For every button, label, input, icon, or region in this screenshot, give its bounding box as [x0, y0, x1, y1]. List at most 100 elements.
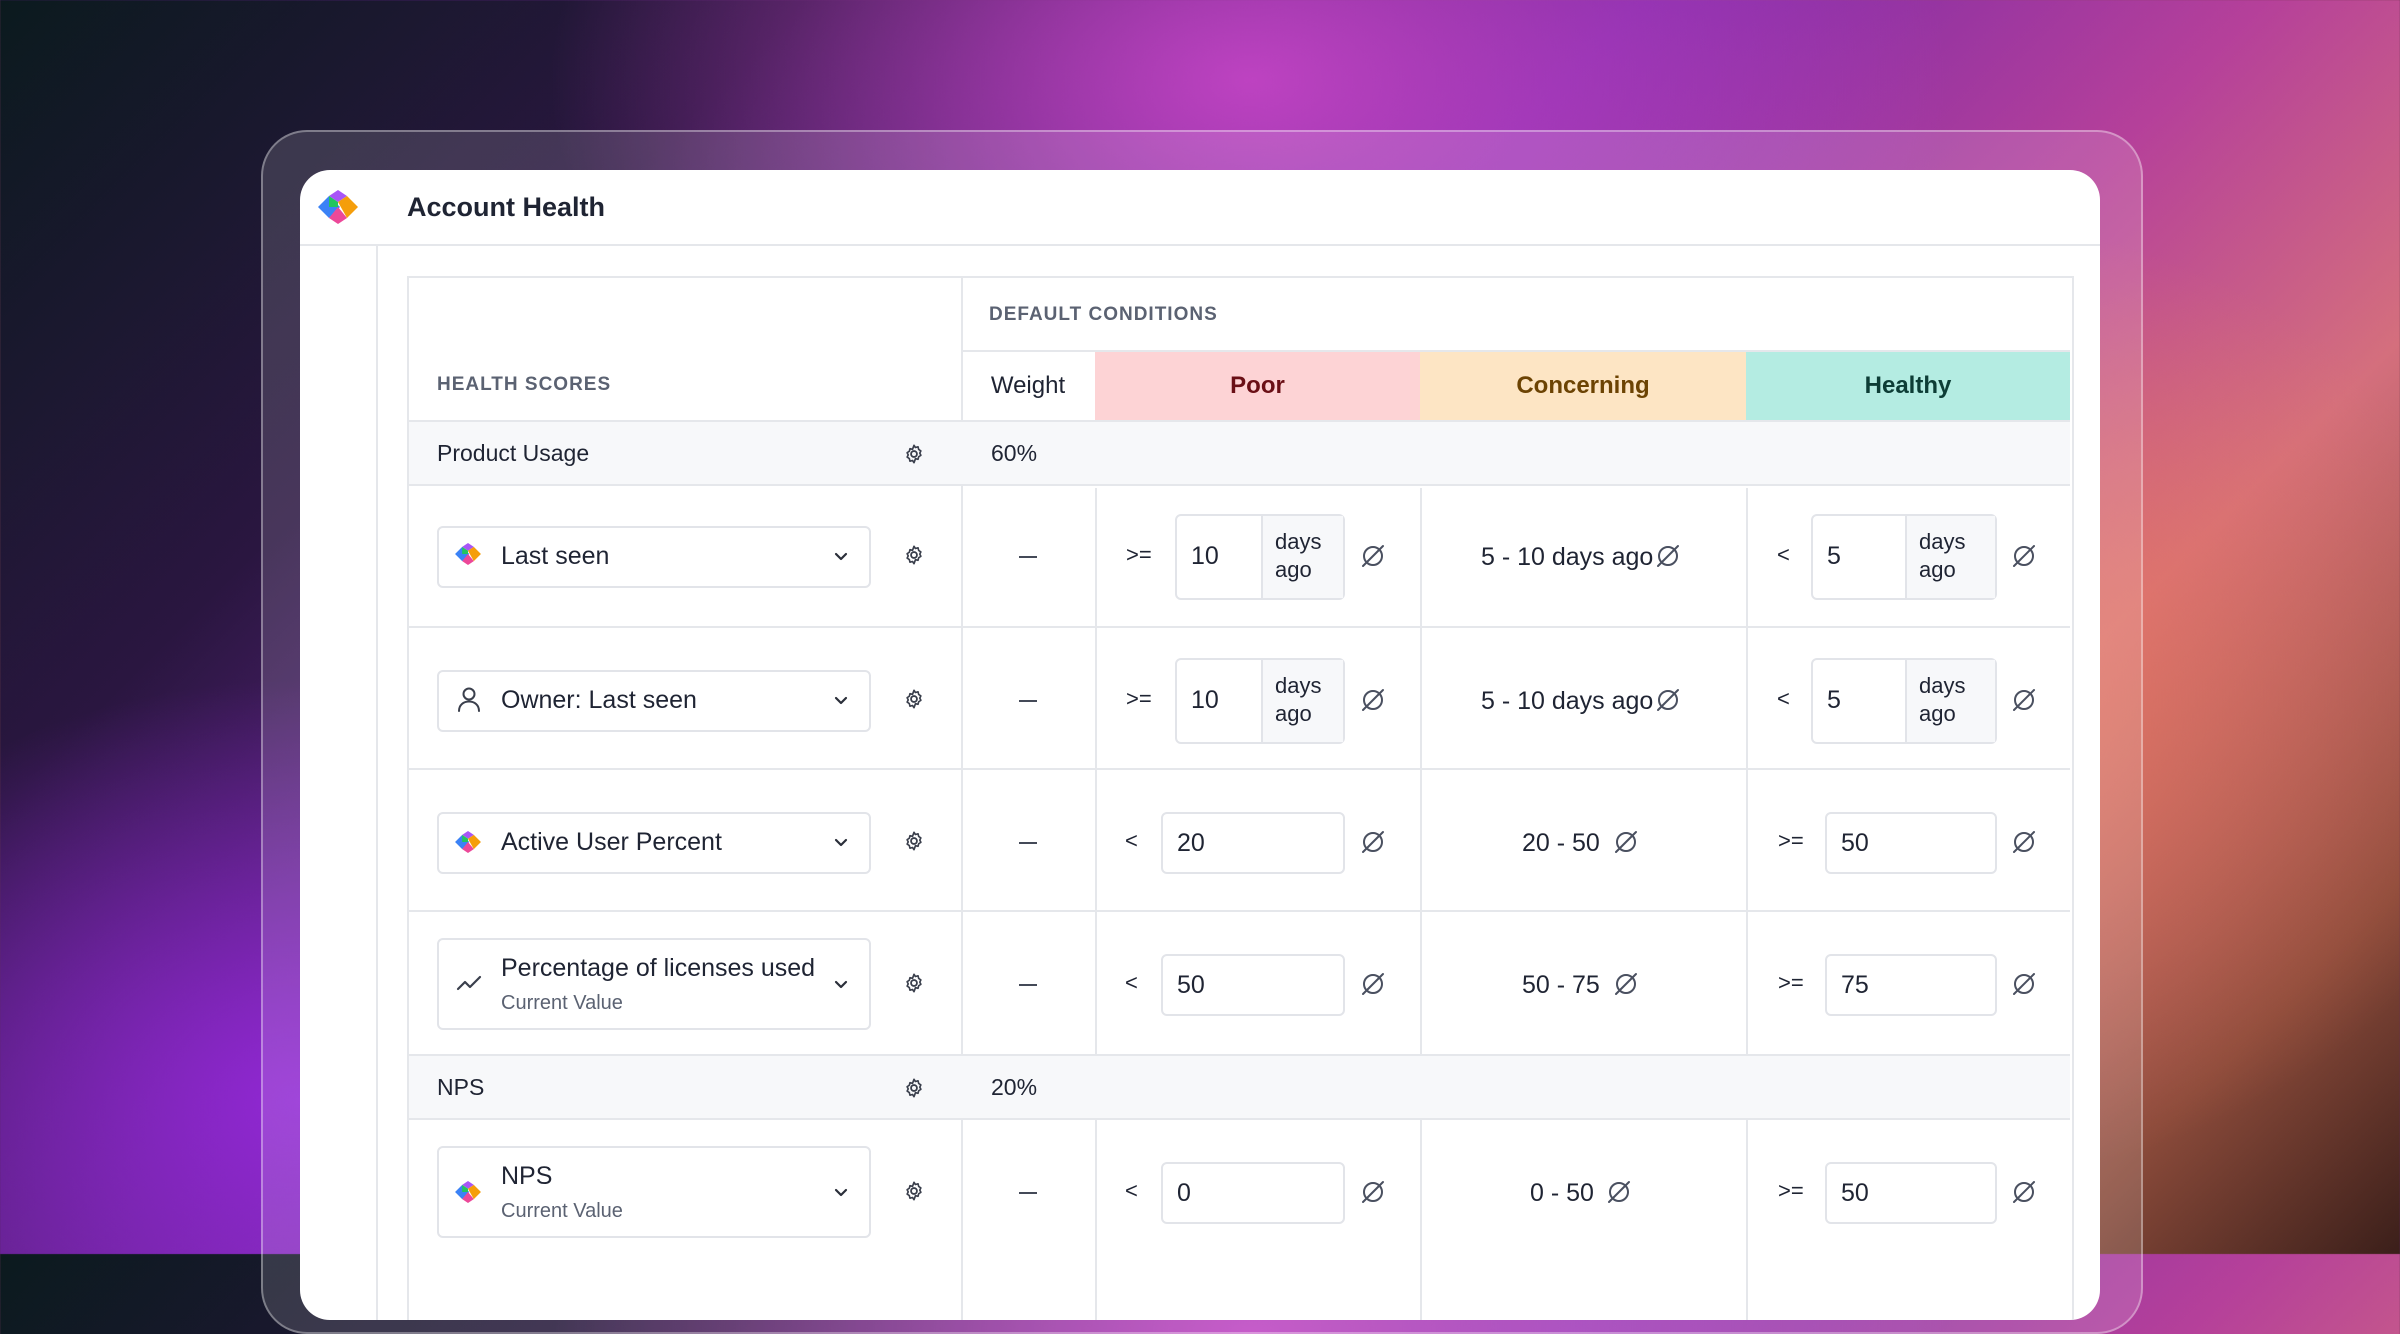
health-scores-header: HEALTH SCORES	[437, 374, 612, 395]
poor-value-input[interactable]: 50	[1161, 954, 1345, 1016]
poor-value-input[interactable]: 20	[1161, 812, 1345, 874]
app-window: Account Health HEALTH SCORES DEFAULT CON…	[300, 170, 2100, 1320]
poor-operator: >=	[1126, 686, 1152, 711]
chevron-down-icon	[833, 1184, 849, 1200]
column-divider	[1420, 488, 1422, 1320]
table-row: Last seen >= 10 days ago 5 - 10 days ago…	[409, 484, 2070, 628]
metric-name: NPS	[501, 1162, 553, 1190]
gear-icon[interactable]	[903, 1077, 925, 1099]
healthy-value-input[interactable]: 50	[1825, 812, 1997, 874]
poor-value: 0	[1177, 1179, 1191, 1207]
healthy-value-input[interactable]: 50	[1825, 1162, 1997, 1224]
weight-empty	[1019, 842, 1037, 844]
header-divider	[961, 350, 2070, 352]
poor-value-input[interactable]: 10 days ago	[1175, 658, 1345, 744]
concerning-column-header: Concerning	[1420, 352, 1746, 420]
top-bar: Account Health	[300, 170, 2100, 246]
metric-subtitle: Current Value	[501, 1200, 623, 1222]
weight-column-header: Weight	[990, 372, 1066, 399]
clear-condition-icon[interactable]	[1605, 1178, 1633, 1206]
concerning-range: 20 - 50	[1522, 829, 1600, 857]
unit-label: days ago	[1905, 516, 1995, 598]
healthy-value: 75	[1841, 971, 1869, 999]
healthy-operator: <	[1777, 542, 1790, 567]
poor-operator: <	[1125, 1178, 1138, 1203]
default-conditions-header: DEFAULT CONDITIONS	[989, 304, 1218, 325]
group-label: NPS	[437, 1074, 485, 1100]
metric-select-percentage-of-licenses-used[interactable]: Percentage of licenses used Current Valu…	[437, 938, 871, 1030]
healthy-value: 5	[1827, 542, 1841, 570]
clear-condition-icon[interactable]	[2010, 542, 2038, 570]
healthy-value: 5	[1827, 686, 1841, 714]
column-divider	[961, 278, 963, 1320]
poor-operator: <	[1125, 828, 1138, 853]
healthy-value-input[interactable]: 5 days ago	[1811, 514, 1997, 600]
chevron-down-icon	[833, 692, 849, 708]
metric-name: Owner: Last seen	[501, 686, 697, 714]
unit-label: days ago	[1261, 516, 1343, 598]
chevron-down-icon	[833, 976, 849, 992]
clear-condition-icon[interactable]	[1359, 1178, 1387, 1206]
table-row: NPS Current Value < 0 0 - 50 >= 50	[409, 1118, 2070, 1270]
healthy-column-header: Healthy	[1746, 352, 2070, 420]
column-divider	[1746, 488, 1748, 1320]
clear-condition-icon[interactable]	[1359, 542, 1387, 570]
poor-value: 10	[1191, 542, 1219, 570]
app-logo-icon[interactable]	[318, 190, 358, 224]
clear-condition-icon[interactable]	[2010, 1178, 2038, 1206]
app-logo-icon	[455, 831, 481, 853]
poor-value-input[interactable]: 0	[1161, 1162, 1345, 1224]
gear-icon[interactable]	[903, 972, 925, 994]
clear-condition-icon[interactable]	[1359, 686, 1387, 714]
healthy-value: 50	[1841, 1179, 1869, 1207]
clear-condition-icon[interactable]	[1612, 970, 1640, 998]
table-row: Percentage of licenses used Current Valu…	[409, 910, 2070, 1056]
gear-icon[interactable]	[903, 830, 925, 852]
clear-condition-icon[interactable]	[1359, 970, 1387, 998]
concerning-range: 0 - 50	[1530, 1179, 1594, 1207]
metric-select-owner-last-seen[interactable]: Owner: Last seen	[437, 670, 871, 732]
metric-select-last-seen[interactable]: Last seen	[437, 526, 871, 588]
healthy-value-input[interactable]: 5 days ago	[1811, 658, 1997, 744]
clear-condition-icon[interactable]	[2010, 970, 2038, 998]
clear-condition-icon[interactable]	[1359, 828, 1387, 856]
clear-condition-icon[interactable]	[1654, 542, 1682, 570]
weight-empty	[1019, 556, 1037, 558]
health-score-table: HEALTH SCORES DEFAULT CONDITIONS Weight …	[407, 276, 2074, 1320]
weight-empty	[1019, 700, 1037, 702]
concerning-range: 50 - 75	[1522, 971, 1600, 999]
clear-condition-icon[interactable]	[1612, 828, 1640, 856]
metric-select-active-user-percent[interactable]: Active User Percent	[437, 812, 871, 874]
group-weight[interactable]: 20%	[991, 1074, 1038, 1100]
gear-icon[interactable]	[903, 1180, 925, 1202]
metric-name: Percentage of licenses used	[501, 954, 816, 982]
clear-condition-icon[interactable]	[2010, 686, 2038, 714]
gear-icon[interactable]	[903, 544, 925, 566]
trend-line-icon	[455, 970, 483, 996]
clear-condition-icon[interactable]	[1654, 686, 1682, 714]
page-title: Account Health	[407, 192, 606, 222]
poor-value: 20	[1177, 829, 1205, 857]
metric-select-nps[interactable]: NPS Current Value	[437, 1146, 871, 1238]
chevron-down-icon	[833, 548, 849, 564]
poor-column-header: Poor	[1095, 352, 1420, 420]
poor-value-input[interactable]: 10 days ago	[1175, 514, 1345, 600]
unit-label: days ago	[1261, 660, 1343, 742]
poor-operator: <	[1125, 970, 1138, 995]
unit-label: days ago	[1905, 660, 1995, 742]
group-row-product-usage: Product Usage 60%	[409, 420, 2070, 486]
healthy-operator: >=	[1778, 970, 1804, 995]
metric-name: Active User Percent	[501, 828, 722, 856]
healthy-value-input[interactable]: 75	[1825, 954, 1997, 1016]
gear-icon[interactable]	[903, 688, 925, 710]
group-label: Product Usage	[437, 440, 590, 466]
concerning-range: 5 - 10 days ago	[1481, 543, 1654, 571]
healthy-operator: >=	[1778, 1178, 1804, 1203]
table-row: Active User Percent < 20 20 - 50 >= 50	[409, 768, 2070, 912]
clear-condition-icon[interactable]	[2010, 828, 2038, 856]
healthy-operator: <	[1777, 686, 1790, 711]
chevron-down-icon	[833, 834, 849, 850]
gear-icon[interactable]	[903, 443, 925, 465]
group-weight[interactable]: 60%	[991, 440, 1038, 466]
healthy-operator: >=	[1778, 828, 1804, 853]
